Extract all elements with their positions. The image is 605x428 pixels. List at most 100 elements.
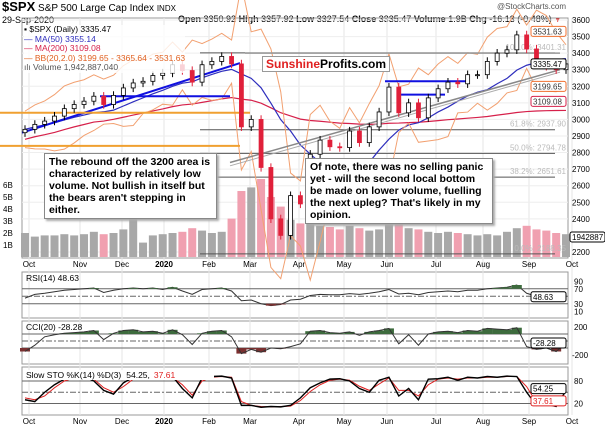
legend-ma50: — MA(50) 3355.14 xyxy=(24,33,96,44)
x-tick-label: May xyxy=(336,260,351,269)
x-tick-label: Mar xyxy=(243,260,257,269)
volume-bar xyxy=(178,231,187,257)
cci-negative-fill xyxy=(20,348,30,352)
volume-bar xyxy=(119,229,128,257)
price-tick-label: 2700 xyxy=(572,165,590,174)
cci-title: CCI(20) -28.28 xyxy=(26,322,82,332)
candle-body xyxy=(52,115,57,122)
candle-body xyxy=(209,61,215,66)
candle-body xyxy=(150,75,156,82)
x-tick-label: Apr xyxy=(293,260,306,269)
price-tag: 3199.65 xyxy=(533,82,562,91)
volume-bar xyxy=(335,229,344,257)
volume-bar xyxy=(325,227,334,257)
volume-bar xyxy=(384,222,393,257)
volume-bar xyxy=(129,211,138,257)
volume-bar xyxy=(473,235,482,257)
candle-body xyxy=(42,120,48,125)
x-tick-label: Feb xyxy=(202,417,216,426)
rsi-overbought-fill xyxy=(511,285,522,289)
candle-body xyxy=(406,102,412,114)
cci-positive-fill xyxy=(383,328,394,334)
fib-label: 38.2%: 2651.61 xyxy=(510,167,567,176)
open-label: Open xyxy=(178,14,202,24)
volume-bar xyxy=(562,234,570,257)
rsi-overbought-fill xyxy=(167,287,178,289)
volume-bar xyxy=(532,229,541,257)
rsi-tag-box xyxy=(530,291,567,303)
candle-body xyxy=(111,94,116,105)
watermark: @StockCharts.com xyxy=(496,2,566,11)
legend-ma200: — MA(200) 3109.08 xyxy=(24,43,101,53)
volume-bar xyxy=(40,235,49,257)
low-label: Low xyxy=(296,14,315,24)
chart-title: $SPX S&P 500 Large Cap Index INDX xyxy=(2,0,176,16)
volume-bar xyxy=(198,230,207,257)
annotation-left: The rebound off the 3200 area is charact… xyxy=(44,153,217,219)
sto-k-tag-box xyxy=(530,383,567,395)
volume-bar xyxy=(394,221,403,257)
x-tick-label: Aug xyxy=(476,417,490,426)
candle-body xyxy=(425,97,431,119)
candle-body xyxy=(445,81,451,90)
volume-bar xyxy=(512,228,521,257)
sto-k-tag: 54.25 xyxy=(533,385,554,394)
legend-volume: ılı Volume 1,942,887,040 xyxy=(24,62,119,72)
low-value: 3327.54 xyxy=(316,14,350,24)
cci-tag-box xyxy=(530,337,567,349)
volume-bar xyxy=(483,234,492,257)
rsi-title: RSI(14) 48.63 xyxy=(26,273,79,283)
sto-k-line xyxy=(24,375,567,408)
x-tick-label: Oct xyxy=(23,260,36,269)
candle-body xyxy=(22,128,28,134)
cci-positive-fill xyxy=(315,330,326,334)
ohlc-bar: Open 3350.92 High 3357.92 Low 3327.54 Cl… xyxy=(178,14,561,26)
volume-bar xyxy=(60,234,69,257)
cci-tick: -200 xyxy=(572,351,589,360)
volume-bar xyxy=(434,233,443,257)
price-tag-box xyxy=(530,80,567,92)
candle-body xyxy=(248,119,254,128)
volume-bar xyxy=(168,233,177,257)
volume-bar xyxy=(463,234,472,257)
x-tick-label: Sep xyxy=(522,417,537,426)
trendline-gray xyxy=(229,71,561,167)
volume-bar xyxy=(80,234,89,257)
price-tick-label: 3000 xyxy=(572,115,590,124)
cci-positive-fill xyxy=(433,331,444,334)
sto-d-tag: 37.61 xyxy=(533,397,554,406)
volume-bar xyxy=(522,225,531,257)
candle-body xyxy=(514,34,520,51)
volume-tick-label: 6B xyxy=(3,181,13,190)
volume-bar xyxy=(375,229,384,257)
volume-bar xyxy=(345,225,354,257)
candle-body xyxy=(258,119,264,168)
candle-body xyxy=(435,88,441,99)
candle-body xyxy=(376,111,382,128)
candle-body xyxy=(140,80,146,84)
volume-tick-label: 2B xyxy=(3,229,13,238)
rsi-overbought-fill xyxy=(147,288,158,289)
volume-bar xyxy=(414,229,423,257)
legend-ma200-text: MA(200) 3109.08 xyxy=(34,43,101,53)
symbol: $SPX xyxy=(2,0,36,14)
price-tick-label: 3500 xyxy=(572,33,590,42)
volume-bar xyxy=(109,233,118,257)
candle-body xyxy=(504,49,510,54)
candle-body xyxy=(524,34,530,50)
price-tick-label: 2500 xyxy=(572,198,590,207)
cci-positive-fill xyxy=(147,331,158,334)
price-tick-label: 2900 xyxy=(572,132,590,141)
x-tick-label: Jul xyxy=(431,260,441,269)
candle-body xyxy=(219,56,225,62)
cci-positive-fill xyxy=(138,331,149,334)
cci-positive-fill xyxy=(79,331,90,334)
x-tick-label: Oct xyxy=(23,417,36,426)
price-tick-label: 3300 xyxy=(572,66,590,75)
candle-body xyxy=(494,52,500,62)
cci-positive-fill xyxy=(128,329,139,334)
rsi-tick: 70 xyxy=(574,285,583,294)
x-tick-label: 2020 xyxy=(155,417,173,426)
cci-negative-fill xyxy=(246,348,257,350)
volume-tick-label: 4B xyxy=(3,205,13,214)
